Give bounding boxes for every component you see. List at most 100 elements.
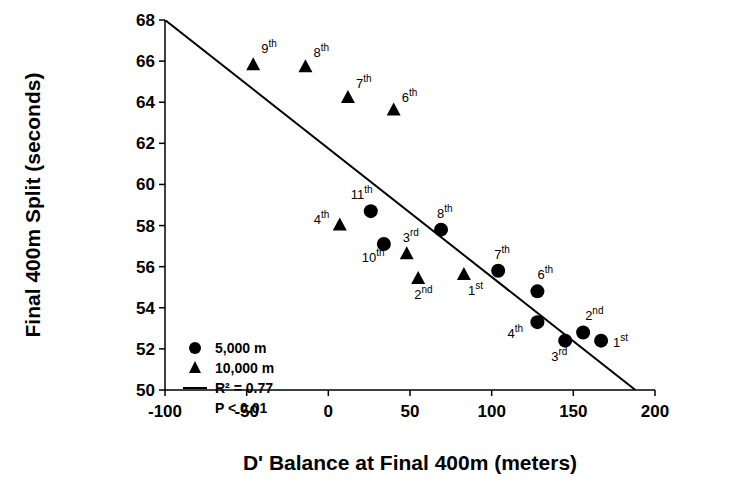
y-tick <box>159 225 165 227</box>
label-suffix: th <box>409 87 417 98</box>
x-tick-label: 50 <box>401 402 420 421</box>
legend-label: 5,000 m <box>215 340 266 356</box>
point-label: 2nd <box>414 284 432 302</box>
y-tick-label: 52 <box>136 340 155 359</box>
x-axis-label: D' Balance at Final 400m (meters) <box>243 451 577 474</box>
label-suffix: th <box>501 244 509 255</box>
y-tick <box>159 143 165 145</box>
marker-triangle <box>246 57 260 70</box>
x-tick-label: -100 <box>148 402 182 421</box>
marker-triangle <box>457 267 471 280</box>
marker-triangle <box>400 246 414 259</box>
x-tick <box>491 390 493 396</box>
point-label: 1st <box>468 280 483 298</box>
y-axis-line <box>164 20 166 390</box>
label-suffix: th <box>363 73 371 84</box>
label-number: 4 <box>314 212 321 227</box>
label-suffix: th <box>364 184 372 195</box>
x-tick <box>409 390 411 396</box>
x-tick-label: 100 <box>477 402 505 421</box>
regression-line <box>165 20 635 390</box>
point-label: 2nd <box>585 305 603 323</box>
label-number: 2 <box>585 308 592 323</box>
y-tick-label: 60 <box>136 175 155 194</box>
point-label: 7th <box>356 73 372 91</box>
y-tick-label: 50 <box>136 381 155 400</box>
marker-circle <box>530 284 544 298</box>
y-tick <box>159 19 165 21</box>
y-tick-label: 56 <box>136 258 155 277</box>
y-tick <box>159 184 165 186</box>
point-label: 4th <box>314 209 330 227</box>
label-number: 7 <box>356 76 363 91</box>
point-label: 10th <box>362 247 385 265</box>
label-suffix: nd <box>592 305 603 316</box>
label-suffix: th <box>321 42 329 53</box>
y-tick-label: 54 <box>136 299 155 318</box>
label-number: 1 <box>613 335 620 350</box>
marker-circle <box>364 204 378 218</box>
label-suffix: th <box>545 264 553 275</box>
label-suffix: th <box>321 209 329 220</box>
point-label: 11th <box>351 184 373 202</box>
y-tick <box>159 266 165 268</box>
legend-triangle <box>189 361 201 373</box>
marker-triangle <box>411 271 425 284</box>
point-label: 6th <box>537 264 553 282</box>
marker-triangle <box>341 90 355 103</box>
chart: -100-5005010015020050525456586062646668D… <box>0 0 730 487</box>
label-number: 3 <box>403 230 410 245</box>
label-suffix: th <box>444 203 452 214</box>
marker-circle <box>576 325 590 339</box>
y-tick-label: 58 <box>136 217 155 236</box>
label-number: 1 <box>468 283 475 298</box>
x-tick <box>573 390 575 396</box>
point-label: 8th <box>437 203 453 221</box>
label-suffix: rd <box>410 227 419 238</box>
marker-circle <box>594 334 608 348</box>
y-tick <box>159 101 165 103</box>
x-tick <box>654 390 656 396</box>
label-number: 10 <box>362 250 376 265</box>
label-number: 7 <box>494 247 501 262</box>
x-tick-label: 150 <box>559 402 587 421</box>
x-tick-label: 0 <box>324 402 333 421</box>
label-suffix: nd <box>421 284 432 295</box>
label-number: 8 <box>313 45 320 60</box>
point-label: 1st <box>613 332 628 350</box>
label-suffix: rd <box>558 346 567 357</box>
legend-label: 10,000 m <box>215 360 274 376</box>
label-number: 11 <box>351 187 365 202</box>
label-suffix: th <box>376 247 384 258</box>
marker-triangle <box>298 59 312 72</box>
x-tick <box>164 390 166 396</box>
y-tick <box>159 60 165 62</box>
label-number: 6 <box>537 267 544 282</box>
point-label: 3rd <box>403 227 419 245</box>
label-number: 4 <box>507 326 514 341</box>
label-suffix: st <box>475 280 483 291</box>
label-suffix: st <box>620 332 628 343</box>
label-number: 3 <box>551 349 558 364</box>
label-number: 6 <box>402 90 409 105</box>
label-number: 9 <box>261 41 268 56</box>
point-label: 8th <box>313 42 329 60</box>
y-tick <box>159 307 165 309</box>
x-tick <box>328 390 330 396</box>
legend-annotation: P < 0.01 <box>215 400 268 416</box>
y-tick-label: 66 <box>136 52 155 71</box>
y-tick-label: 64 <box>136 93 155 112</box>
y-tick <box>159 389 165 391</box>
y-tick-label: 62 <box>136 134 155 153</box>
marker-circle <box>491 264 505 278</box>
point-label: 6th <box>402 87 418 105</box>
legend-line <box>183 387 207 389</box>
point-label: 4th <box>507 323 523 341</box>
legend: 5,000 m10,000 mR² = 0.77P < 0.01 <box>183 340 274 416</box>
legend-circle <box>189 342 201 354</box>
label-suffix: th <box>515 323 523 334</box>
marker-circle <box>434 223 448 237</box>
label-number: 8 <box>437 206 444 221</box>
point-label: 9th <box>261 38 277 56</box>
y-axis-label: Final 400m Split (seconds) <box>21 73 44 338</box>
